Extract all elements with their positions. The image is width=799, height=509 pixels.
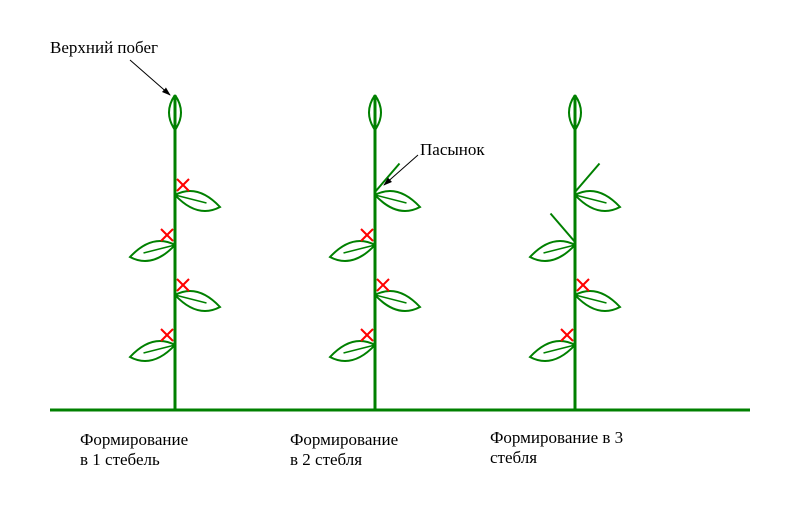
top-shoot-label: Верхний побег xyxy=(50,38,158,58)
caption-2: Формирование в 2 стебля xyxy=(290,430,398,470)
caption-3: Формирование в 3 стебля xyxy=(490,428,623,468)
caption-1: Формирование в 1 стебель xyxy=(80,430,188,470)
side-shoot-label: Пасынок xyxy=(420,140,485,160)
